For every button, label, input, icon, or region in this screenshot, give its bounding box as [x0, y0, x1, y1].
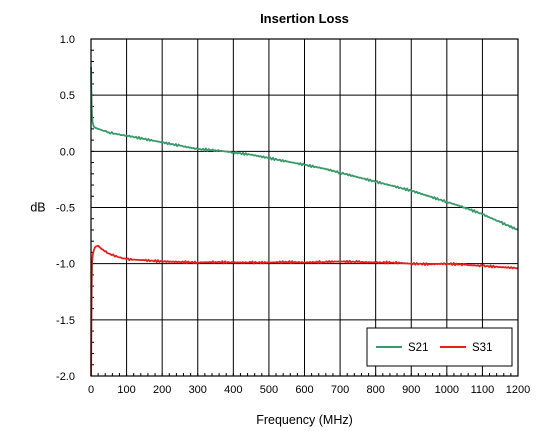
- series-line-s21: [90, 67, 519, 231]
- tick-labels: 0 100 200 300 400 500 600 700 800 900 1000 1100 1200…: [56, 34, 530, 396]
- y-tick-label: -1.0: [56, 259, 75, 271]
- legend-label-s31: S31: [472, 342, 492, 354]
- legend-label-s21: S21: [408, 342, 428, 354]
- y-axis-title: dB: [30, 201, 45, 215]
- y-tick-label: 1.0: [60, 34, 75, 46]
- x-tick-label: 700: [331, 384, 349, 396]
- x-tick-label: 300: [189, 384, 207, 396]
- x-tick-label: 600: [295, 384, 313, 396]
- y-tick-label: -0.5: [56, 203, 75, 215]
- data-series: [90, 67, 519, 377]
- y-tick-label: -1.5: [56, 315, 75, 327]
- y-tick-label: -2.0: [56, 371, 75, 383]
- plot-frame: [90, 38, 519, 377]
- x-tick-label: 100: [117, 384, 135, 396]
- y-tick-label: 0.0: [60, 146, 75, 158]
- x-tick-label: 1100: [471, 384, 495, 396]
- x-tick-label: 800: [366, 384, 384, 396]
- x-tick-label: 400: [224, 384, 242, 396]
- x-tick-label: 900: [402, 384, 420, 396]
- series-line-s31: [90, 244, 519, 377]
- x-axis-title: Frequency (MHz): [256, 413, 353, 427]
- legend: S21 S31: [366, 327, 513, 367]
- x-tick-label: 0: [88, 384, 94, 396]
- x-tick-label: 1200: [506, 384, 530, 396]
- chart-title: Insertion Loss: [260, 11, 349, 26]
- x-tick-label: 1000: [435, 384, 459, 396]
- grid-lines: [91, 39, 518, 376]
- y-tick-label: 0.5: [60, 90, 75, 102]
- x-tick-label: 500: [260, 384, 278, 396]
- x-tick-label: 200: [153, 384, 171, 396]
